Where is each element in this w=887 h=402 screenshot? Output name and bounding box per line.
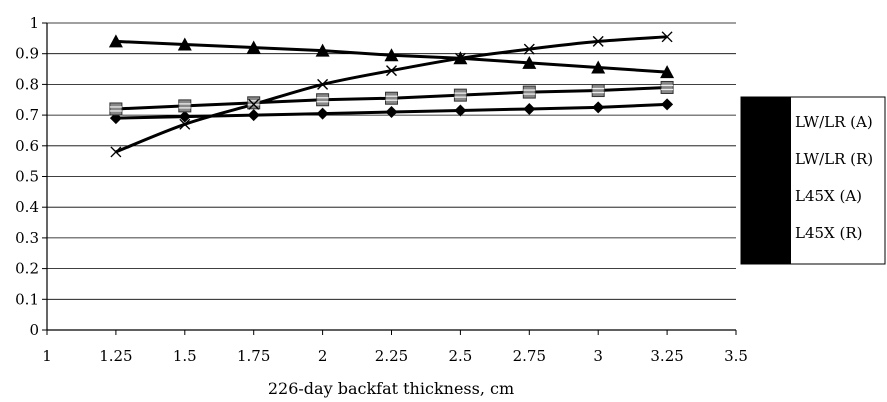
- diamond-marker: [178, 110, 191, 123]
- y-tick-label: 0.8: [15, 75, 39, 93]
- x-marker: [661, 31, 673, 43]
- x-marker: [317, 78, 329, 90]
- square-marker: [591, 84, 605, 98]
- triangle-marker: [246, 40, 261, 54]
- x-tick-label: 2.5: [448, 347, 472, 365]
- triangle-marker: [384, 48, 399, 62]
- x-tick-label: 2.25: [375, 347, 408, 365]
- diamond-marker: [454, 104, 467, 117]
- y-tick-label: 0.9: [15, 45, 39, 63]
- y-tick-label: 0.2: [15, 260, 39, 278]
- y-tick-label: 1: [29, 14, 39, 32]
- square-marker: [109, 102, 123, 116]
- legend-entry: LW/LR (R): [795, 150, 873, 168]
- x-tick-label: 1.25: [99, 347, 132, 365]
- diamond-marker: [385, 106, 398, 119]
- x-tick-label: 3.25: [650, 347, 683, 365]
- triangle-marker: [522, 55, 537, 69]
- square-marker: [385, 91, 398, 105]
- legend-entry: L45X (A): [795, 187, 862, 205]
- diamond-marker: [247, 109, 260, 122]
- y-tick-labels: 0 0.1 0.2 0.3 0.4 0.5 0.6 0.7 0.8 0.9 1: [15, 14, 47, 339]
- x-marker: [592, 35, 604, 47]
- triangle-marker: [315, 43, 330, 57]
- y-tick-label: 0.6: [15, 137, 39, 155]
- series-markers: [108, 31, 675, 158]
- series-points-1: [109, 80, 674, 116]
- x-tick-label: 2: [318, 347, 328, 365]
- square-marker: [316, 93, 330, 107]
- y-tick-label: 0.4: [15, 198, 39, 216]
- triangle-marker: [660, 65, 675, 79]
- x-marker: [179, 118, 191, 130]
- x-marker: [454, 52, 466, 64]
- triangle-marker: [591, 60, 606, 74]
- x-marker: [523, 43, 535, 55]
- legend-entry: L45X (R): [795, 224, 863, 242]
- square-marker: [660, 80, 674, 94]
- square-marker: [178, 99, 192, 113]
- x-tick-label: 1: [42, 347, 52, 365]
- diamond-marker: [316, 107, 329, 120]
- y-tick-label: 0: [29, 321, 39, 339]
- x-tick-label: 3.5: [724, 347, 748, 365]
- x-tick-label: 1.5: [173, 347, 197, 365]
- y-tick-label: 0.5: [15, 168, 39, 186]
- square-marker: [453, 88, 467, 102]
- legend-entry: LW/LR (A): [795, 113, 873, 131]
- triangle-marker: [108, 34, 123, 48]
- y-tick-label: 0.7: [15, 106, 39, 124]
- y-tick-label: 0.1: [15, 290, 39, 308]
- y-tick-label: 0.3: [15, 229, 39, 247]
- gridlines: [47, 22, 736, 300]
- x-tick-label: 1.75: [237, 347, 270, 365]
- legend: LW/LR (A) LW/LR (R) L45X (A) L45X (R): [740, 96, 886, 265]
- x-tick-label: 3: [593, 347, 603, 365]
- legend-swatch-panel: [741, 97, 791, 264]
- series-points-3: [110, 31, 673, 158]
- square-marker: [522, 85, 536, 99]
- x-marker: [386, 65, 397, 77]
- x-axis-label: 226-day backfat thickness, cm: [268, 379, 514, 398]
- diamond-marker: [661, 98, 674, 111]
- diamond-marker: [523, 102, 536, 115]
- square-marker: [247, 96, 261, 110]
- triangle-marker: [177, 37, 192, 51]
- x-tick-label: 2.75: [513, 347, 546, 365]
- x-tick-labels: 1 1.25 1.5 1.75 2 2.25 2.5 2.75 3 3.25 3.5: [42, 330, 748, 365]
- diamond-marker: [592, 101, 605, 114]
- x-marker: [110, 146, 122, 158]
- x-marker: [248, 98, 260, 110]
